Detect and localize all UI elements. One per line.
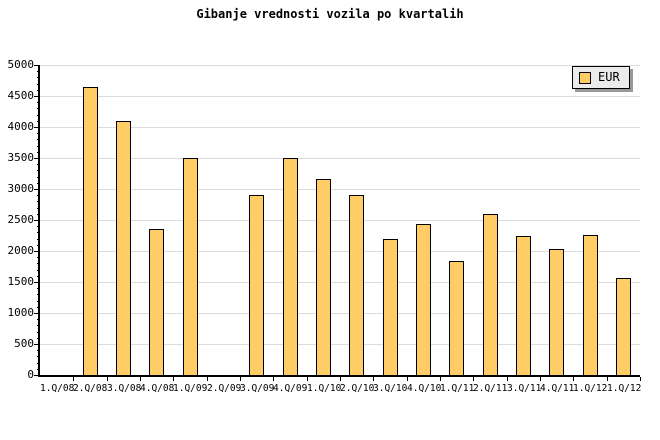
gridline (40, 313, 640, 314)
y-axis-major-tick (34, 344, 40, 345)
gridline (40, 189, 640, 190)
bar (316, 179, 331, 376)
y-axis-major-tick (34, 189, 40, 190)
x-axis-tick (140, 377, 141, 381)
y-axis-major-tick (34, 282, 40, 283)
y-axis-tick-label: 2500 (7, 213, 35, 226)
bar (283, 158, 298, 376)
x-axis-tick-label: 4.Q/09 (273, 383, 308, 394)
y-axis-major-tick (34, 127, 40, 128)
y-axis-major-tick (34, 65, 40, 66)
x-axis-tick (73, 377, 74, 381)
y-axis-tick-label: 4000 (7, 120, 35, 133)
x-axis-tick (407, 377, 408, 381)
y-axis-tick-label: 4500 (7, 89, 35, 102)
x-axis-tick (273, 377, 274, 381)
gridline (40, 127, 640, 128)
x-axis-tick-label: 3.Q/11 (507, 383, 542, 394)
x-axis-tick-label: 3.Q/09 (240, 383, 275, 394)
bar (483, 214, 498, 376)
x-axis-tick-label: 3.Q/10 (373, 383, 408, 394)
x-axis-tick (173, 377, 174, 381)
x-axis-tick-label: 2.Q/09 (207, 383, 242, 394)
gridline (40, 158, 640, 159)
x-axis-tick (640, 377, 641, 381)
x-axis-tick-label: 1.Q/11 (440, 383, 475, 394)
y-axis-tick-label: 3000 (7, 182, 35, 195)
bar (83, 87, 98, 376)
x-axis-tick-label: 1.Q/12 (573, 383, 608, 394)
bar (616, 278, 631, 376)
bar (149, 229, 164, 376)
x-axis-tick-label: 3.Q/08 (107, 383, 142, 394)
legend: EUR (572, 66, 630, 89)
x-axis-tick-label: 4.Q/08 (140, 383, 175, 394)
x-axis-tick (440, 377, 441, 381)
x-axis-line (38, 375, 640, 377)
legend-swatch-eur (579, 71, 591, 84)
y-axis-major-tick (34, 96, 40, 97)
gridline (40, 65, 640, 66)
gridline (40, 344, 640, 345)
y-axis-major-tick (34, 158, 40, 159)
y-axis-major-tick (34, 375, 40, 376)
bar (249, 195, 264, 376)
y-axis-major-tick (34, 251, 40, 252)
x-axis-tick-label: 2.Q/08 (73, 383, 108, 394)
gridline (40, 96, 640, 97)
x-axis-tick-label: 1.Q/12 (607, 383, 642, 394)
x-axis-tick (507, 377, 508, 381)
gridline (40, 282, 640, 283)
chart-title: Gibanje vrednosti vozila po kvartalih (196, 7, 464, 21)
x-axis-tick-label: 1.Q/08 (40, 383, 75, 394)
gridline (40, 251, 640, 252)
x-axis-tick-label: 4.Q/10 (407, 383, 442, 394)
x-axis-tick-label: 1.Q/10 (307, 383, 342, 394)
x-axis-tick (607, 377, 608, 381)
bar (383, 239, 398, 376)
bar (549, 249, 564, 376)
x-axis-tick-label: 2.Q/10 (340, 383, 375, 394)
x-axis-tick (373, 377, 374, 381)
x-axis-tick (340, 377, 341, 381)
bar (349, 195, 364, 376)
y-axis-major-tick (34, 313, 40, 314)
x-axis-tick (473, 377, 474, 381)
bar (183, 158, 198, 376)
bar (449, 261, 464, 376)
y-axis-tick-label: 1500 (7, 275, 35, 288)
x-axis-tick-label: 1.Q/09 (173, 383, 208, 394)
y-axis-tick-label: 0 (27, 368, 34, 381)
y-axis-tick-label: 2000 (7, 244, 35, 257)
y-axis-line (38, 65, 40, 377)
x-axis-tick-label: 2.Q/11 (473, 383, 508, 394)
y-axis-tick-label: 1000 (7, 306, 35, 319)
bar (516, 236, 531, 376)
y-axis-major-tick (34, 220, 40, 221)
legend-label: EUR (598, 70, 620, 84)
x-axis-tick (540, 377, 541, 381)
x-axis-tick (573, 377, 574, 381)
bar (416, 224, 431, 376)
gridline (40, 220, 640, 221)
y-axis-tick-label: 5000 (7, 58, 35, 71)
y-axis-tick-label: 3500 (7, 151, 35, 164)
x-axis-tick (207, 377, 208, 381)
x-axis-tick (240, 377, 241, 381)
bar (116, 121, 131, 376)
bar (583, 235, 598, 376)
x-axis-tick-label: 4.Q/11 (540, 383, 575, 394)
x-axis-tick (107, 377, 108, 381)
y-axis-tick-label: 500 (14, 337, 34, 350)
x-axis-tick (307, 377, 308, 381)
